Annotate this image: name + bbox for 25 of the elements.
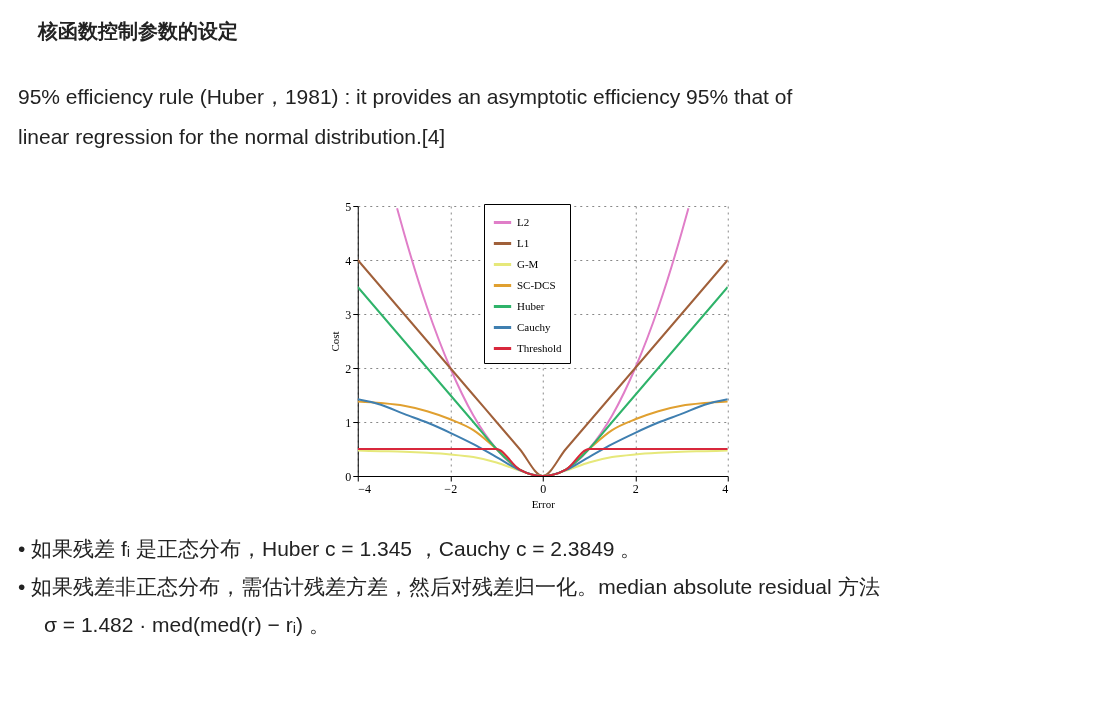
legend-label: G-M	[517, 257, 539, 270]
y-tick-label: 2	[345, 361, 352, 376]
x-axis-title: Error	[531, 497, 556, 510]
y-tick-label: 1	[345, 415, 352, 430]
chart-subtitle: 95% efficiency rule (Huber，1981) : it provides an asymptotic efficiency 95% that of linear regression for the normal distribution.[4]	[18, 85, 793, 148]
legend-label: L1	[517, 236, 530, 249]
x-tick-label: 4	[722, 481, 729, 496]
y-tick-label: 3	[345, 307, 352, 322]
x-tick-label: 2	[632, 481, 639, 496]
text: 核函数控制参数的设定	[37, 20, 238, 42]
y-axis-title: Cost	[329, 331, 342, 352]
y-tick-label: 4	[345, 253, 352, 268]
text: • 如果残差 fᵢ 是正态分布，Huber c = 1.345 ，Cauchy c = 2.3849 。	[18, 537, 642, 560]
legend-label: Huber	[517, 299, 545, 312]
legend-label: Threshold	[517, 341, 563, 354]
y-tick-label: 0	[345, 469, 352, 484]
legend-label: L2	[517, 215, 530, 228]
legend-label: SC-DCS	[517, 278, 556, 291]
text: σ = 1.482 · med(med(r) − rᵢ) 。	[44, 613, 330, 636]
x-tick-label: −2	[444, 481, 458, 496]
x-tick-label: −4	[358, 481, 372, 496]
x-tick-label: 0	[540, 481, 547, 496]
text: • 如果残差非正态分布，需估计残差方差，然后对残差归一化。median absolute residual 方法	[18, 575, 880, 598]
legend-label: Cauchy	[517, 320, 552, 333]
y-tick-label: 5	[345, 199, 352, 214]
